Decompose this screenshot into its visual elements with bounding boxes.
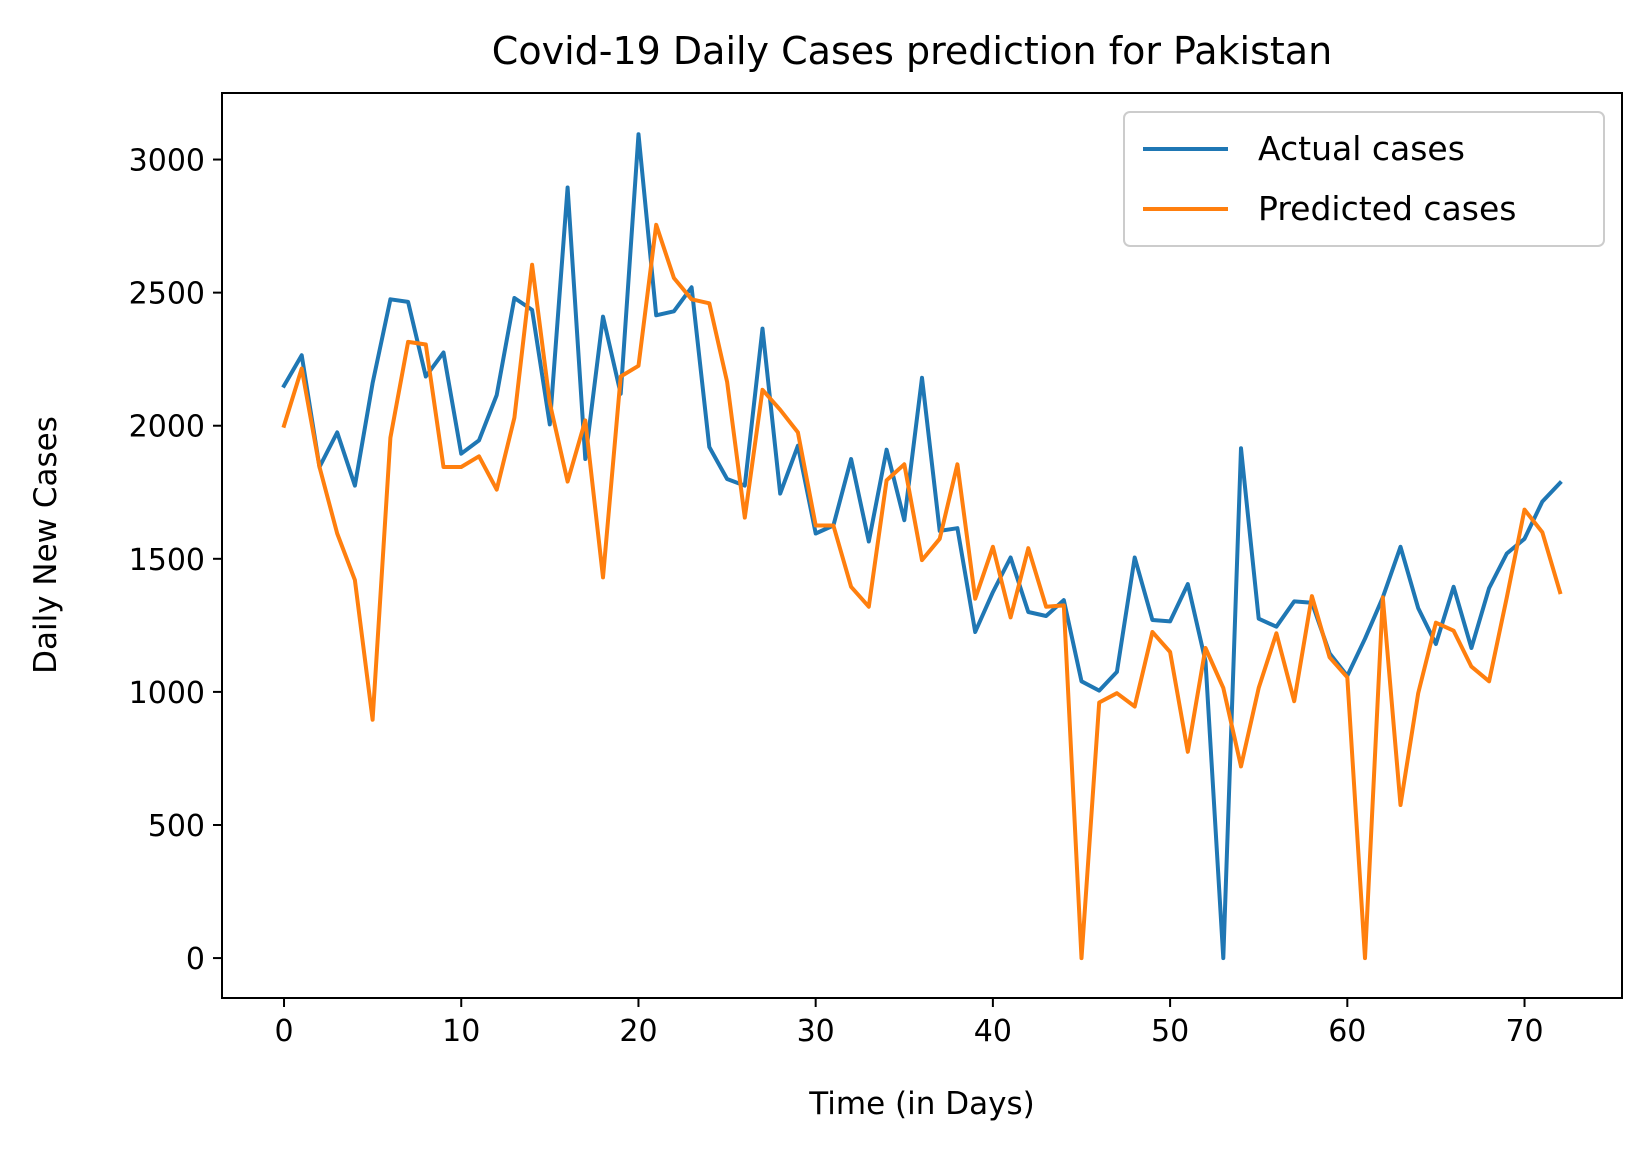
legend-frame bbox=[1123, 111, 1605, 247]
axes-frame bbox=[221, 92, 1623, 999]
series-layer bbox=[281, 132, 1563, 961]
x-axis: 0 10 20 30 40 50 60 70 bbox=[274, 998, 1544, 1049]
y-tick-label: 2000 bbox=[129, 410, 205, 445]
y-tick-label: 3000 bbox=[129, 144, 205, 179]
y-tick-label: 500 bbox=[148, 809, 205, 844]
legend-label-predicted: Predicted cases bbox=[1258, 189, 1516, 228]
x-tick-label: 30 bbox=[797, 1014, 835, 1049]
y-tick-label: 1000 bbox=[129, 676, 205, 711]
x-tick-label: 10 bbox=[442, 1014, 480, 1049]
y-axis-label: Daily New Cases bbox=[28, 416, 64, 674]
y-tick-label: 1500 bbox=[129, 543, 205, 578]
x-tick-label: 20 bbox=[619, 1014, 657, 1049]
y-tick-label: 0 bbox=[186, 942, 205, 977]
x-tick-label: 70 bbox=[1505, 1014, 1543, 1049]
x-tick-label: 40 bbox=[974, 1014, 1012, 1049]
legend-label-actual: Actual cases bbox=[1258, 129, 1465, 168]
chart-title: Covid-19 Daily Cases prediction for Paki… bbox=[492, 29, 1332, 73]
x-tick-label: 50 bbox=[1151, 1014, 1189, 1049]
x-axis-label: Time (in Days) bbox=[808, 1086, 1034, 1122]
x-tick-label: 0 bbox=[274, 1014, 293, 1049]
legend: Actual cases Predicted cases bbox=[1123, 111, 1605, 247]
y-axis: 0 500 1000 1500 2000 2500 3000 bbox=[129, 144, 222, 977]
x-tick-label: 60 bbox=[1328, 1014, 1366, 1049]
series-line-predicted bbox=[281, 222, 1563, 961]
y-tick-label: 2500 bbox=[129, 277, 205, 312]
